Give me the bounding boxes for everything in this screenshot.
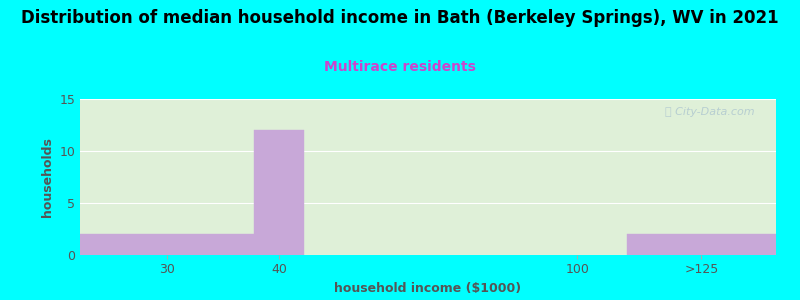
Bar	[627, 234, 776, 255]
Text: Ⓢ City-Data.com: Ⓢ City-Data.com	[666, 107, 755, 117]
Y-axis label: households: households	[41, 137, 54, 217]
X-axis label: household income ($1000): household income ($1000)	[334, 282, 522, 295]
Bar	[254, 130, 304, 255]
Bar	[80, 234, 254, 255]
Text: Multirace residents: Multirace residents	[324, 60, 476, 74]
Text: Distribution of median household income in Bath (Berkeley Springs), WV in 2021: Distribution of median household income …	[21, 9, 779, 27]
